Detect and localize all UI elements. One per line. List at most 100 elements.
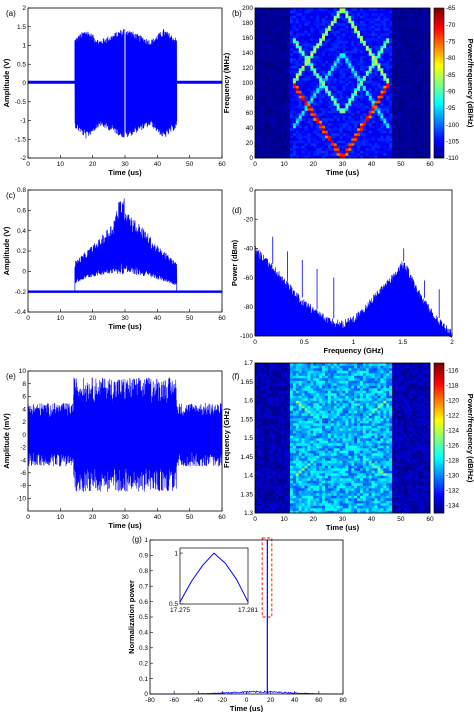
spectrogram-cell [304,150,308,154]
spectrogram-cell [278,438,282,441]
spectrogram-cell [322,128,326,131]
spectrogram-cell [415,128,419,131]
spectrogram-cell [281,438,285,441]
spectrogram-cell [266,150,270,154]
spectrogram-cell [275,465,279,469]
spectrogram-cell [295,60,300,64]
spectrogram-cell [336,98,340,101]
spectrogram-cell [380,145,384,149]
spectrogram-cell [345,110,349,114]
spectrogram-cell [292,508,297,511]
spectrogram-cell [377,148,381,151]
spectrogram-cell [415,73,419,76]
spectrogram-cell [351,13,355,16]
spectrogram-cell [272,388,276,391]
spectrogram-cell [307,80,311,84]
spectrogram-cell [292,113,297,116]
spectrogram-cell [287,143,291,146]
spectrogram-cell [298,393,302,396]
spectrogram-cell [418,88,422,91]
colorbar-cell [434,118,444,121]
spectrogram-cell [275,483,279,486]
spectrogram-cell [304,110,308,114]
spectrogram-cell [290,418,294,421]
spectrogram-cell [403,98,407,101]
spectrogram-cell [368,133,372,136]
spectrogram-cell [392,115,396,119]
spectrogram-cell [316,135,320,139]
spectrogram-cell [298,65,302,69]
spectrogram-cell [287,368,291,371]
spectrogram-cell [269,85,273,89]
spectrogram-cell [295,88,300,91]
spectrogram-cell [255,75,259,79]
spectrogram-cell [257,38,262,41]
spectrogram-cell [295,15,300,19]
spectrogram-cell [266,95,270,99]
spectrogram-cell [348,55,352,59]
spectrogram-cell [322,125,326,129]
spectrogram-cell [316,105,320,109]
spectrogram-cell [295,408,300,411]
spectrogram-cell [255,418,259,421]
spectrogram-cell [316,95,320,99]
spectrogram-cell [424,53,428,56]
spectrogram-cell [351,83,355,86]
spectrogram-cell [304,433,308,436]
spectrogram-cell [257,70,262,74]
spectrogram-cell [322,118,326,121]
spectrogram-cell [313,58,317,61]
spectrogram-cell [392,35,396,39]
spectrogram-cell [304,20,308,24]
spectrogram-cell [333,68,337,71]
spectrogram-cell [316,60,320,64]
spectrogram-cell [377,8,381,11]
spectrogram-cell [409,108,413,111]
spectrogram-cell [292,13,297,16]
spectrogram-cell [281,128,285,131]
spectrogram-cell [371,20,375,24]
spectrogram-cell [275,13,279,16]
spectrogram-cell [336,85,340,89]
spectrogram-cell [374,88,378,91]
spectrogram-cell [255,403,259,406]
spectrogram-cell [260,463,265,466]
spectrogram-cell [298,448,302,451]
spectrogram-cell [421,100,425,104]
colorbar-cell [434,70,444,74]
spectrogram-cell [260,93,265,96]
spectrogram-cell [365,25,370,29]
spectrogram-cell [255,133,259,136]
spectrogram-cell [269,388,273,391]
spectrogram-cell [316,10,320,14]
spectrogram-cell [310,145,314,149]
spectrogram-cell [418,43,422,46]
spectrogram-cell [257,60,262,64]
spectrogram-cell [263,438,267,441]
spectrogram-cell [269,403,273,406]
spectrogram-cell [310,140,314,144]
y-axis-label: Amplitude (mV) [2,413,11,469]
spectrogram-cell [278,28,282,31]
spectrogram-cell [287,418,291,421]
spectrogram-cell [403,153,407,156]
spectrogram-cell [257,103,262,106]
spectrogram-cell [354,90,358,94]
spectrogram-cell [322,53,326,56]
spectrogram-cell [255,53,259,56]
spectrogram-cell [383,113,387,116]
spectrogram-cell [266,478,270,481]
y-tick-label: -8 [20,483,26,490]
spectrogram-cell [295,493,300,496]
spectrogram-cell [371,138,375,141]
spectrogram-cell [284,18,288,21]
spectrogram-cell [319,130,323,134]
spectrogram-cell [412,135,416,139]
spectrogram-cell [415,28,419,31]
spectrogram-cell [403,83,407,86]
spectrogram-cell [301,110,305,114]
spectrogram-cell [290,385,294,389]
spectrogram-cell [272,455,276,459]
spectrogram-cell [263,38,267,41]
spectrogram-cell [295,115,300,119]
